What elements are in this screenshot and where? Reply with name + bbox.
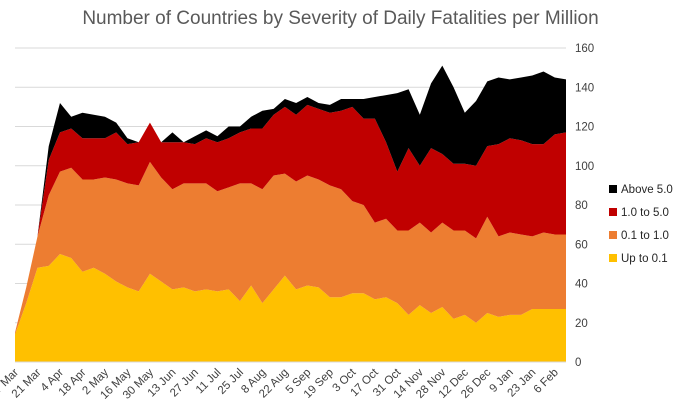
chart-title: Number of Countries by Severity of Daily…	[82, 8, 599, 29]
legend-label: Above 5.0	[621, 184, 673, 196]
y-tick-label: 40	[575, 279, 588, 291]
legend-label: 0.1 to 1.0	[621, 230, 669, 242]
y-tick-label: 20	[575, 318, 588, 330]
legend-label: 1.0 to 5.0	[621, 207, 669, 219]
y-tick-label: 120	[575, 122, 594, 134]
y-tick-label: 80	[575, 200, 588, 212]
legend-swatch	[609, 185, 617, 193]
y-tick-label: 60	[575, 239, 588, 251]
y-tick-label: 100	[575, 161, 594, 173]
area-series-1-0-to-5-0	[15, 104, 566, 333]
area-series-above-5-0	[15, 65, 566, 333]
legend-label: Up to 0.1	[621, 253, 668, 265]
y-tick-label: 140	[575, 82, 594, 94]
x-tick-label: 6 Feb	[532, 367, 561, 396]
area-series-0-1-to-1-0	[15, 161, 566, 335]
y-tick-label: 160	[575, 43, 594, 55]
legend-swatch	[609, 231, 617, 239]
y-tick-label: 0	[575, 357, 581, 369]
legend-swatch	[609, 208, 617, 216]
area-series-up-to-0-1	[15, 254, 566, 362]
x-tick-label: 25 Jul	[216, 367, 246, 397]
legend-swatch	[609, 254, 617, 262]
